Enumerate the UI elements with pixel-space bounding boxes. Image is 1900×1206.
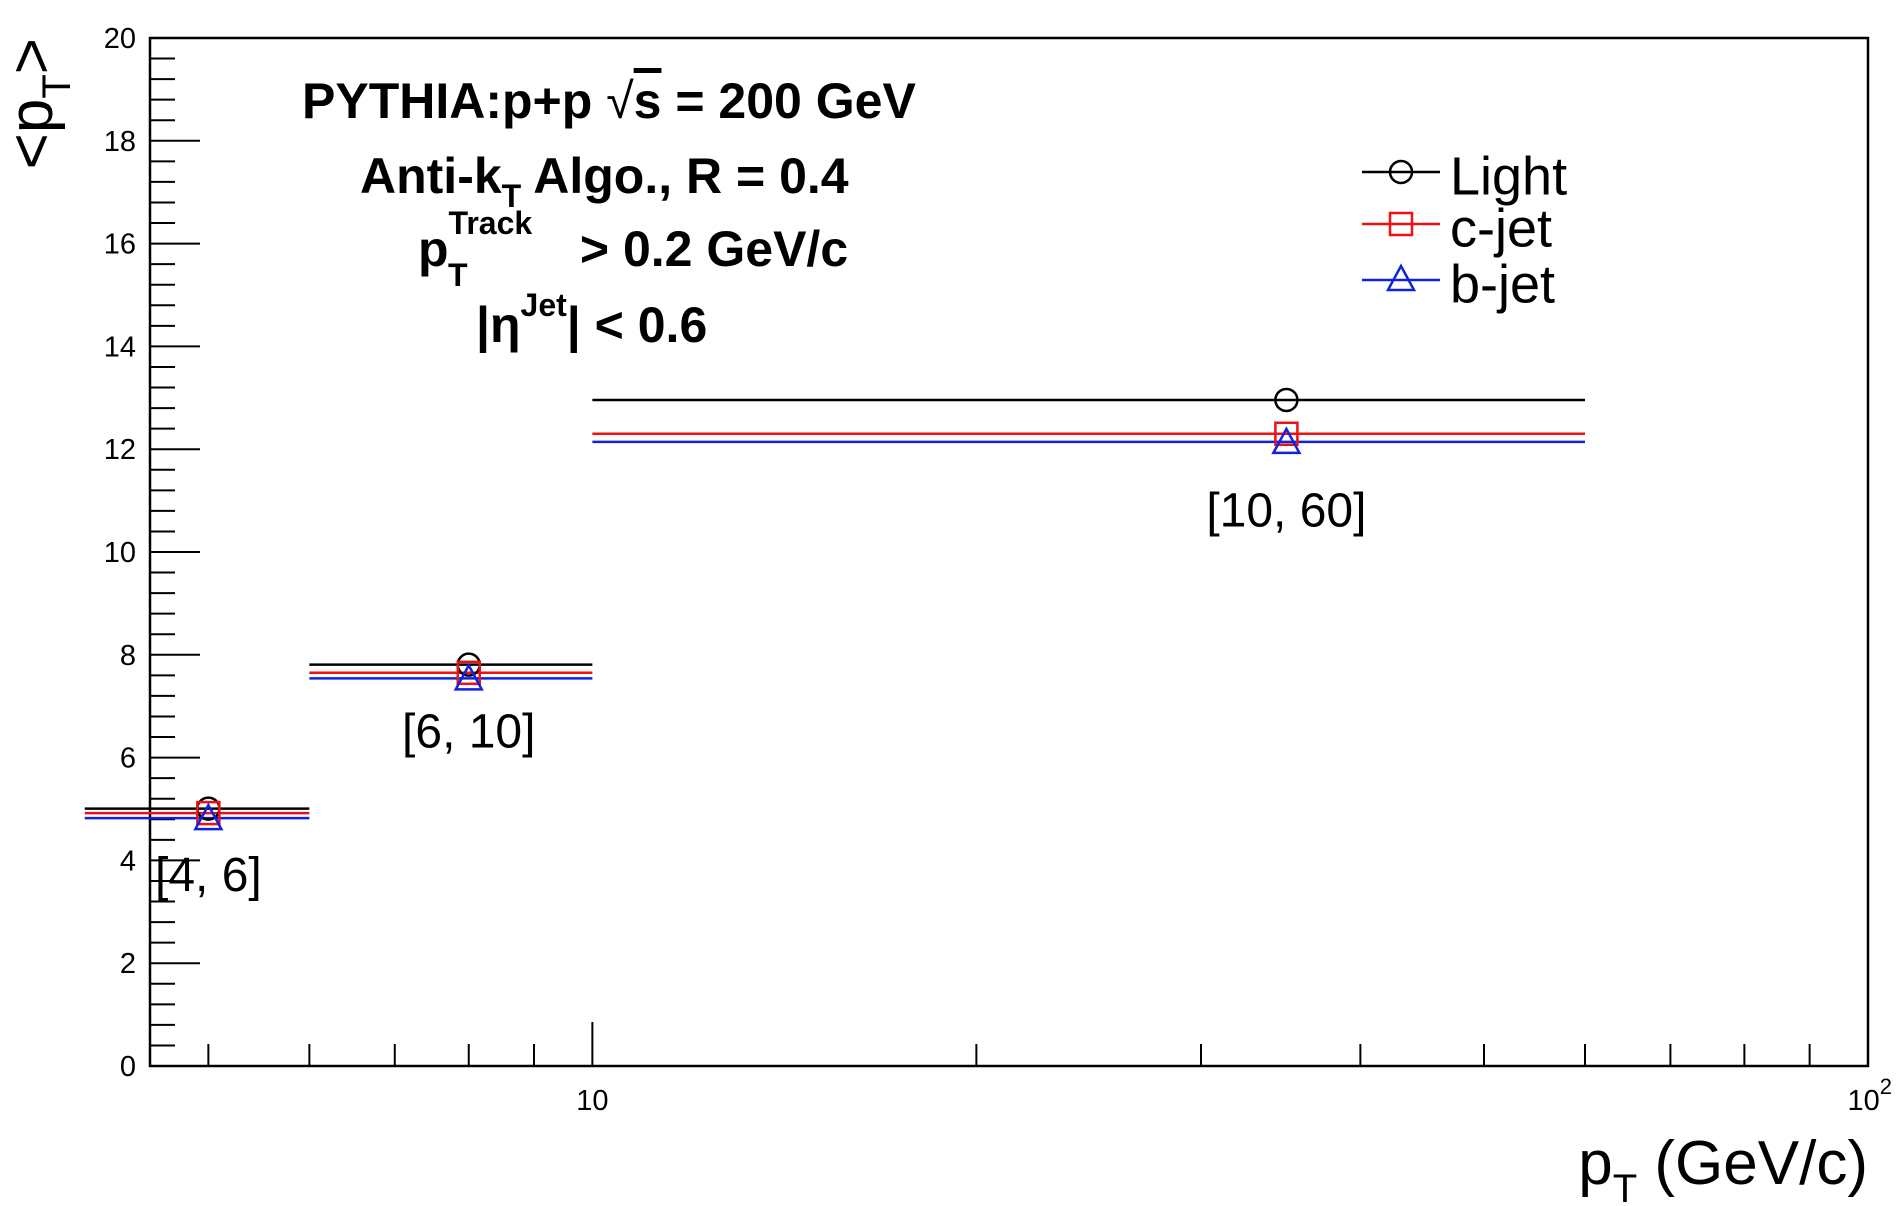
y-tick-label: 16 bbox=[104, 229, 136, 261]
x-tick-label: 102 bbox=[1847, 1074, 1892, 1117]
y-tick-label: 2 bbox=[120, 948, 136, 980]
series-light bbox=[84, 398, 1586, 810]
title-line-2: Anti-kT Algo., R = 0.4 bbox=[360, 148, 849, 214]
y-tick-label: 6 bbox=[120, 743, 136, 775]
axis-ticks: 0 2 4 6 8 10 12 14 16 18 20 10 102 bbox=[104, 23, 1892, 1117]
markers-c-jet bbox=[196, 421, 1299, 826]
title-block: PYTHIA:p+p √s = 200 GeV Anti-kT Algo., R… bbox=[302, 73, 916, 354]
title-line-4: |ηJet| < 0.6 bbox=[476, 287, 707, 354]
y-tick-label: 18 bbox=[104, 126, 136, 158]
series-layer: [4, 6] [6, 10] [10, 60] bbox=[84, 387, 1586, 902]
bin-range-label: [4, 6] bbox=[155, 849, 262, 902]
legend-label-c-jet: c-jet bbox=[1450, 198, 1552, 258]
data-point-square bbox=[1274, 421, 1299, 447]
title-line-1: PYTHIA:p+p √s = 200 GeV bbox=[302, 73, 916, 129]
legend-entry-c-jet: c-jet bbox=[1362, 198, 1552, 258]
data-point-circle bbox=[1274, 387, 1299, 413]
legend-entry-b-jet: b-jet bbox=[1362, 254, 1555, 314]
y-tick-label: 12 bbox=[104, 434, 136, 466]
legend-label-b-jet: b-jet bbox=[1450, 254, 1555, 314]
y-tick-label: 0 bbox=[120, 1051, 136, 1083]
y-tick-label: 20 bbox=[104, 23, 136, 55]
x-tick-label: 10 bbox=[576, 1085, 608, 1117]
x-axis-title: pT (GeV/c) bbox=[1578, 1129, 1868, 1206]
legend: Light c-jet b-jet bbox=[1362, 146, 1567, 314]
data-point-triangle bbox=[1271, 426, 1302, 455]
y-tick-label: 4 bbox=[120, 845, 136, 877]
y-tick-label: 14 bbox=[104, 331, 136, 363]
legend-label-light: Light bbox=[1450, 146, 1567, 206]
data-point-square bbox=[196, 800, 221, 826]
title-line-3: pTrack T > 0.2 GeV/c bbox=[418, 205, 848, 293]
data-point-triangle bbox=[453, 662, 484, 691]
legend-marker-triangle bbox=[1385, 263, 1417, 292]
y-axis-title: <pT> bbox=[0, 38, 79, 169]
bin-range-label: [6, 10] bbox=[402, 705, 535, 758]
markers-b-jet bbox=[193, 426, 1302, 831]
markers-light bbox=[196, 387, 1299, 821]
data-point-triangle bbox=[193, 802, 224, 831]
bin-range-label: [10, 60] bbox=[1206, 484, 1366, 537]
legend-entry-light: Light bbox=[1362, 146, 1567, 206]
y-tick-label: 10 bbox=[104, 537, 136, 569]
legend-marker-square bbox=[1388, 211, 1414, 237]
data-point-square bbox=[456, 660, 482, 686]
y-tick-label: 8 bbox=[120, 640, 136, 672]
legend-marker-circle bbox=[1388, 159, 1414, 185]
